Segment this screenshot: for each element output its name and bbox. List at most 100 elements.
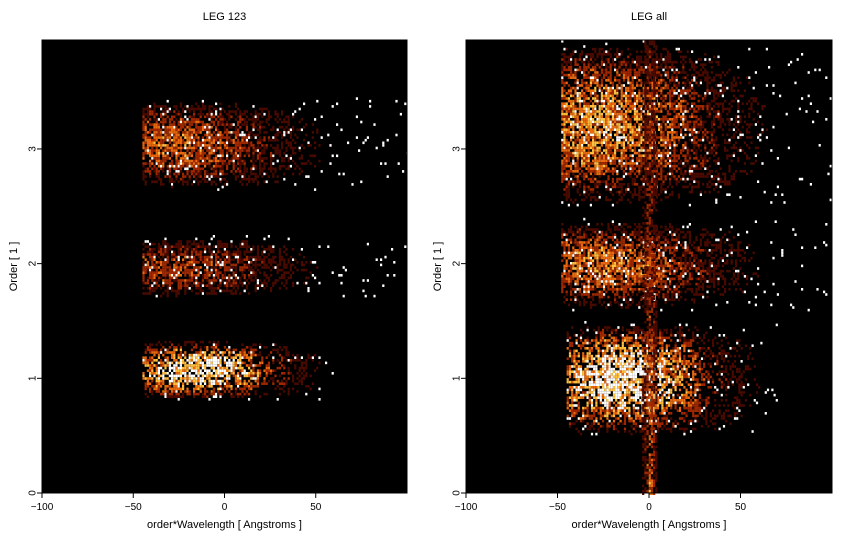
heat-cell xyxy=(193,162,196,165)
heat-cell xyxy=(162,141,165,145)
heat-cell xyxy=(228,250,231,254)
heat-cell xyxy=(722,383,726,386)
heat-cell xyxy=(285,146,288,150)
heat-cell xyxy=(179,351,182,354)
heat-cell xyxy=(221,276,224,280)
heat-cell xyxy=(573,414,576,418)
heat-cell xyxy=(228,340,231,344)
heat-cell xyxy=(656,375,660,379)
heat-cell xyxy=(637,378,640,381)
heat-cell xyxy=(303,175,306,178)
heat-cell xyxy=(292,159,295,163)
heat-cell xyxy=(294,151,297,155)
heat-cell xyxy=(606,414,609,418)
heat-cell xyxy=(606,383,609,386)
heat-cell xyxy=(663,336,666,340)
heat-cell xyxy=(217,154,220,158)
heat-cell xyxy=(661,357,664,360)
heat-cell xyxy=(160,294,163,298)
heat-cell xyxy=(142,274,145,277)
heat-cell xyxy=(327,128,330,132)
heat-cell xyxy=(742,388,745,392)
heat-cell xyxy=(355,136,358,139)
heat-cell xyxy=(248,366,251,370)
heat-cell xyxy=(164,279,167,282)
heat-cell xyxy=(168,263,171,267)
heat-cell xyxy=(208,382,211,385)
heat-cell xyxy=(309,250,312,254)
heat-cell xyxy=(256,395,259,398)
heat-cell xyxy=(610,352,613,355)
heat-cell xyxy=(683,349,686,353)
heat-cell xyxy=(204,125,207,129)
heat-cell xyxy=(285,120,288,124)
heat-cell xyxy=(223,284,226,287)
heat-cell xyxy=(221,366,224,370)
heat-cell xyxy=(621,354,624,358)
heat-cell xyxy=(263,151,266,155)
heat-cell xyxy=(601,331,605,334)
heat-cell xyxy=(259,112,262,116)
heat-cell xyxy=(184,123,187,126)
heat-cell xyxy=(177,172,180,176)
heat-cell xyxy=(243,167,246,171)
heat-cell xyxy=(151,154,154,158)
heat-cell xyxy=(245,115,248,119)
heat-cell xyxy=(311,123,314,126)
heat-cell xyxy=(272,266,275,269)
heat-cell xyxy=(626,383,629,386)
heat-cell xyxy=(621,380,624,384)
heat-cell xyxy=(582,354,585,358)
heat-cell xyxy=(219,167,222,171)
heat-cell xyxy=(162,284,165,287)
heat-cell xyxy=(601,414,605,418)
heat-cell xyxy=(733,396,737,399)
heat-cell xyxy=(599,349,602,353)
heat-cell xyxy=(676,357,679,360)
heat-cell xyxy=(733,412,737,415)
heat-cell xyxy=(628,417,631,420)
heat-cell xyxy=(212,287,215,290)
heat-cell xyxy=(142,255,145,259)
heat-cell xyxy=(619,380,622,384)
heat-cell xyxy=(204,395,207,398)
heat-cell xyxy=(153,281,156,285)
heat-cell xyxy=(676,409,679,412)
heat-cell xyxy=(256,372,259,375)
heat-cell xyxy=(619,383,622,386)
heat-cell xyxy=(593,396,596,399)
heat-cell xyxy=(252,128,255,132)
heat-cell xyxy=(250,172,253,176)
heat-cell xyxy=(634,399,638,402)
heat-cell xyxy=(182,123,185,126)
heat-cell xyxy=(155,366,158,370)
heat-cell xyxy=(685,360,688,363)
heat-cell xyxy=(175,387,178,391)
heat-cell xyxy=(232,164,235,168)
heat-cell xyxy=(256,245,259,248)
heat-cell xyxy=(608,399,611,402)
heat-cell xyxy=(597,412,600,415)
heat-cell xyxy=(215,353,218,357)
heat-cell xyxy=(210,390,213,393)
heat-cell xyxy=(305,359,308,362)
heat-cell xyxy=(204,248,207,251)
heat-cell xyxy=(208,172,211,176)
heat-cell xyxy=(201,136,204,139)
heat-cell xyxy=(164,107,167,111)
heat-cell xyxy=(171,387,174,391)
heat-cell xyxy=(208,248,211,251)
heat-cell xyxy=(742,391,745,394)
heat-cell xyxy=(648,341,651,345)
heat-cell xyxy=(221,392,224,396)
heat-cell xyxy=(155,157,158,160)
heat-cell xyxy=(210,105,213,108)
heat-cell xyxy=(637,388,640,392)
heat-cell xyxy=(245,170,248,173)
heat-cell xyxy=(142,253,145,256)
heat-cell xyxy=(696,362,699,366)
heat-cell xyxy=(637,401,640,405)
heat-cell xyxy=(731,362,734,366)
heat-cell xyxy=(663,375,666,379)
heat-cell xyxy=(289,255,292,259)
